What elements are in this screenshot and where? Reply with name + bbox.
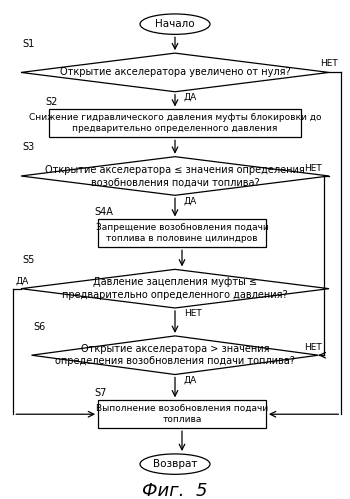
- Text: ДА: ДА: [184, 93, 197, 102]
- Text: S6: S6: [33, 321, 46, 332]
- Bar: [98, 400, 266, 428]
- Bar: [98, 220, 266, 248]
- Text: НЕТ: НЕТ: [304, 343, 322, 352]
- Text: Возврат: Возврат: [153, 459, 197, 469]
- Text: S4A: S4A: [94, 207, 113, 217]
- Text: Выполнение возобновления подачи
топлива: Выполнение возобновления подачи топлива: [96, 404, 268, 424]
- Text: Запрещение возобновления подачи
топлива в половине цилиндров: Запрещение возобновления подачи топлива …: [96, 224, 268, 244]
- Text: S1: S1: [23, 39, 35, 49]
- Bar: [49, 109, 301, 137]
- Text: НЕТ: НЕТ: [184, 309, 202, 318]
- Text: НЕТ: НЕТ: [304, 164, 322, 173]
- Text: Снижение гидравлического давления муфты блокировки до
предварительно определенно: Снижение гидравлического давления муфты …: [29, 113, 321, 133]
- Text: Давление зацепления муфты ≤
предварительно определенного давления?: Давление зацепления муфты ≤ предваритель…: [62, 277, 288, 300]
- Text: Открытие акселератора увеличено от нуля?: Открытие акселератора увеличено от нуля?: [60, 67, 290, 77]
- Text: ДА: ДА: [184, 197, 197, 206]
- Text: Открытие акселератора ≤ значения определения
возобновления подачи топлива?: Открытие акселератора ≤ значения определ…: [45, 165, 305, 187]
- Text: S2: S2: [46, 97, 58, 107]
- Text: Начало: Начало: [155, 19, 195, 29]
- Text: НЕТ: НЕТ: [320, 59, 338, 68]
- Text: ДА: ДА: [184, 376, 197, 385]
- Text: S3: S3: [23, 142, 35, 152]
- Text: Открытие акселератора > значения
определения возобновления подачи топлива?: Открытие акселератора > значения определ…: [55, 344, 295, 366]
- Text: S7: S7: [94, 388, 107, 398]
- Text: ДА: ДА: [15, 276, 28, 285]
- Text: Фиг.  5: Фиг. 5: [142, 482, 208, 499]
- Text: S5: S5: [23, 255, 35, 265]
